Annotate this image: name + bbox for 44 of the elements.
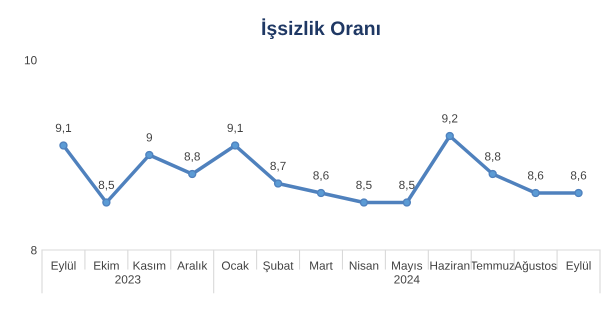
x-tick-label: Nisan <box>350 261 378 270</box>
y-tick-label: 10 <box>24 56 37 64</box>
x-tick-label: Kasım <box>134 262 166 270</box>
data-label: 9,1 <box>228 124 243 134</box>
y-tick-label: 8 <box>31 246 37 254</box>
point <box>274 179 282 188</box>
data-label: 8,8 <box>485 152 500 162</box>
data-label: 9,2 <box>442 114 458 124</box>
data-label: 8,8 <box>184 152 200 162</box>
x-tick-label: Aralık <box>177 261 208 270</box>
data-label: 8,6 <box>528 171 544 181</box>
x-tick-label: Mart <box>310 262 333 270</box>
data-label: 8,7 <box>270 162 286 172</box>
point <box>188 170 196 178</box>
data-label: 8,6 <box>570 171 586 181</box>
data-label: 9,1 <box>56 124 72 134</box>
data-label: 9 <box>146 133 152 142</box>
point <box>230 141 240 150</box>
point <box>402 198 412 207</box>
x-tick-label: Şubat <box>263 261 294 272</box>
chart-title: İşsizlik Oranı <box>262 18 380 40</box>
x-tick-label: Eylül <box>566 261 591 272</box>
data-label: 8,5 <box>356 180 372 190</box>
x-tick-label: Ocak <box>222 261 249 270</box>
point <box>574 188 583 198</box>
point <box>59 141 68 150</box>
x-tick-label: Ağustos <box>514 261 557 272</box>
x-tick-label: Eylül <box>52 261 76 272</box>
point <box>531 188 540 198</box>
point <box>316 188 326 198</box>
point <box>145 150 154 160</box>
x-tick-label: Mayıs <box>392 262 422 272</box>
point <box>360 198 368 207</box>
x-tick-label: Temmuz <box>470 262 514 270</box>
data-label: 8,5 <box>98 180 114 190</box>
text: 2023 <box>115 275 140 284</box>
text: 2024 <box>394 275 420 284</box>
data-label: 8,5 <box>399 180 415 190</box>
point <box>102 198 111 207</box>
point <box>446 132 454 140</box>
x-tick-label: Ekim <box>94 261 119 270</box>
x-tick-label: Haziran <box>430 261 470 270</box>
point <box>488 170 497 178</box>
data-label: 8,6 <box>313 171 329 181</box>
